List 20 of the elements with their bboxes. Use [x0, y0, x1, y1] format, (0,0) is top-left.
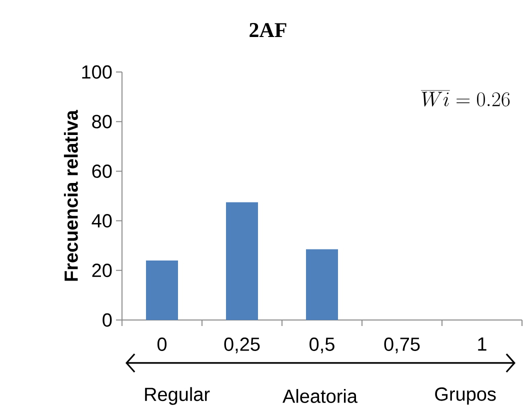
bar — [306, 249, 338, 320]
annotation: $\overline{Wi} = 0.26$ — [420, 90, 510, 107]
x-tick-label: 1 — [478, 338, 486, 351]
bar — [226, 202, 258, 320]
x-tick-label: 0,5 — [310, 338, 334, 354]
y-tick-label: 40 — [92, 214, 112, 228]
x-tick-label: 0,25 — [224, 338, 260, 354]
y-tick-label: 80 — [92, 114, 112, 128]
y-axis-title: Frecuencia relativa — [64, 110, 78, 281]
y-tick-label: 60 — [92, 164, 112, 178]
y-tick-label: 100 — [82, 65, 112, 79]
y-tick-label: 20 — [92, 264, 112, 278]
text: Grupos — [435, 387, 496, 405]
y-tick-label: 0 — [102, 313, 112, 327]
bar — [146, 260, 178, 320]
x-tick-label: 0,75 — [384, 338, 420, 354]
text: Aleatoria — [282, 389, 358, 403]
x-tick-label: 0 — [157, 338, 167, 351]
text: Regular — [145, 387, 210, 405]
chart-title: 2AF — [250, 23, 286, 37]
